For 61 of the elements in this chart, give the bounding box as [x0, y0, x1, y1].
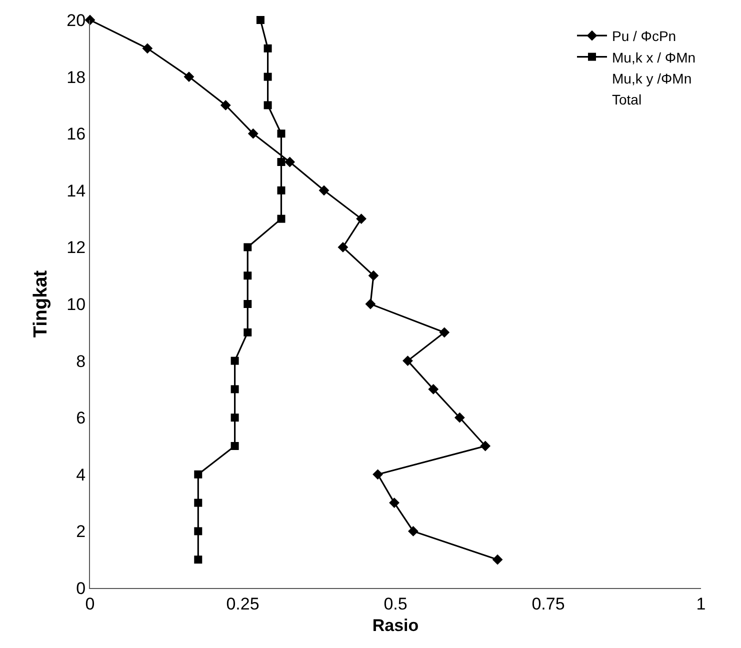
point [492, 554, 503, 565]
y-tick-label: 0 [76, 578, 86, 598]
y-tick-label: 2 [76, 522, 86, 542]
y-tick-label: 10 [66, 294, 86, 314]
point [277, 186, 286, 194]
point [480, 440, 491, 452]
point [230, 356, 239, 365]
x-tick-label: 0.25 [226, 594, 260, 614]
point [264, 44, 272, 52]
y-tick-label: 18 [66, 68, 86, 87]
point [264, 101, 272, 110]
point [389, 498, 400, 508]
point [84, 14, 96, 26]
point [454, 412, 465, 423]
point [194, 470, 202, 478]
y-tick-label: 12 [66, 238, 86, 258]
y-tick-label: 8 [76, 352, 86, 371]
point [264, 72, 272, 81]
legend-label: Pu / ΦcPn [612, 28, 676, 44]
point [244, 328, 252, 336]
y-tick-label: 4 [76, 465, 86, 484]
point [194, 556, 202, 564]
y-tick-label: 16 [66, 124, 86, 144]
point [428, 384, 439, 394]
point [277, 214, 286, 223]
point [277, 158, 286, 166]
point [256, 16, 264, 24]
point [338, 242, 348, 252]
point [244, 243, 252, 252]
point [230, 442, 239, 450]
point [244, 272, 252, 280]
point [318, 185, 330, 196]
point [408, 526, 418, 536]
point [368, 270, 379, 281]
point [402, 356, 413, 366]
point [248, 128, 258, 139]
y-tick-label: 6 [76, 408, 86, 428]
point [439, 327, 450, 338]
point [220, 100, 231, 110]
y-tick-label: 14 [66, 181, 86, 200]
y-axis-title: Tingkat [30, 270, 52, 338]
point [365, 298, 376, 310]
point [230, 414, 239, 422]
x-tick-label: 1 [696, 594, 706, 614]
x-axis-title: Rasio [372, 616, 419, 635]
point [277, 130, 286, 138]
point [244, 300, 252, 308]
point [356, 214, 366, 224]
x-tick-label: 0.5 [384, 594, 408, 614]
point [372, 469, 383, 480]
text: Mu,k y /ΦMn [612, 70, 692, 86]
legend-label: Mu,k x / ΦMn [612, 49, 696, 66]
point [194, 527, 202, 536]
point [184, 72, 194, 82]
x-tick-label: 0.75 [532, 594, 565, 614]
point [142, 43, 153, 54]
point [194, 498, 202, 507]
text: Total [612, 92, 642, 108]
point [284, 156, 295, 168]
point [230, 385, 239, 394]
y-tick-label: 20 [66, 10, 86, 30]
